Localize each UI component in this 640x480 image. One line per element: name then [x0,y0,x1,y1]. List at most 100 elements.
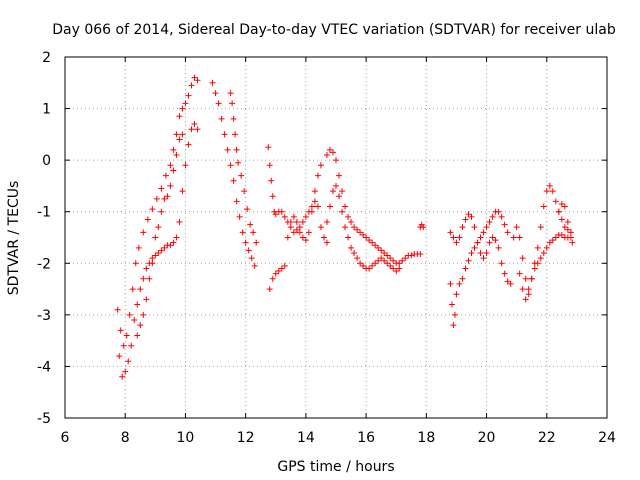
data-point [381,257,388,264]
data-point [396,265,403,272]
series-track-f [265,144,324,236]
data-point [158,208,165,215]
data-point [462,265,469,272]
data-point [242,239,249,246]
data-point [265,144,272,151]
data-point [525,291,532,298]
data-point [366,265,373,272]
plot-frame [64,56,608,419]
y-tick-labels: -5 -4 -3 -2 -1 0 1 2 [37,50,51,427]
data-point [567,234,574,241]
data-point [135,244,142,251]
data-point [480,255,487,262]
data-point [326,146,333,153]
data-point [185,141,192,148]
x-tick-label: 12 [237,430,255,446]
data-point [314,172,321,179]
data-point [399,257,406,264]
data-point [393,268,400,275]
data-point [492,237,499,244]
x-tick-label: 20 [478,430,496,446]
data-point [468,213,475,220]
data-point [369,262,376,269]
data-point [131,317,138,324]
data-point [281,213,288,220]
data-point [564,219,571,226]
data-point [546,239,553,246]
data-point [519,286,526,293]
data-point [384,252,391,259]
data-point [232,131,239,138]
data-point [569,239,576,246]
series-track-b [114,74,201,349]
data-point [236,213,243,220]
data-point [543,244,550,251]
data-point [486,239,493,246]
data-point [185,92,192,99]
data-point [450,234,457,241]
data-point [269,193,276,200]
data-point [453,291,460,298]
data-point [534,244,541,251]
data-point [299,219,306,226]
data-point [278,208,285,215]
data-point [372,260,379,267]
data-point [390,257,397,264]
data-point [471,224,478,231]
data-point [140,311,147,318]
data-point [176,136,183,143]
y-tick-label: 2 [42,50,51,66]
data-point [268,177,275,184]
data-point [129,286,136,293]
data-point [269,275,276,282]
data-point [369,239,376,246]
data-point [387,255,394,262]
data-point [495,244,502,251]
data-point [248,255,255,262]
data-point [480,229,487,236]
data-point [272,270,279,277]
data-point [241,188,248,195]
data-point [239,229,246,236]
data-point [549,188,556,195]
data-point [317,162,324,169]
data-point [167,182,174,189]
data-point [266,162,273,169]
data-point [209,79,216,86]
data-point [378,247,385,254]
data-point [522,296,529,303]
series-track-c [134,131,186,339]
data-point [537,255,544,262]
data-point [275,268,282,275]
data-point [450,322,457,329]
data-point [345,234,352,241]
series-track-n [516,182,571,303]
data-point [528,275,535,282]
data-point [162,172,169,179]
data-point [510,234,517,241]
data-point [543,188,550,195]
data-point [363,234,370,241]
grid-lines [65,57,607,418]
data-point [522,275,529,282]
series-track-h [323,146,424,267]
series-track-g [266,198,330,293]
data-point [447,229,454,236]
data-point [333,182,339,189]
data-point [158,247,165,254]
data-point [188,126,195,133]
data-point [552,234,559,241]
series-track-i [323,182,403,275]
data-point [119,373,126,380]
data-point [323,219,330,226]
data-point [120,342,127,349]
series-track-d [209,79,258,269]
data-point [351,224,358,231]
data-point [384,260,391,267]
data-point [155,249,162,256]
data-point [451,311,458,318]
data-point [462,216,469,223]
data-point [244,206,251,213]
data-point [483,249,490,256]
